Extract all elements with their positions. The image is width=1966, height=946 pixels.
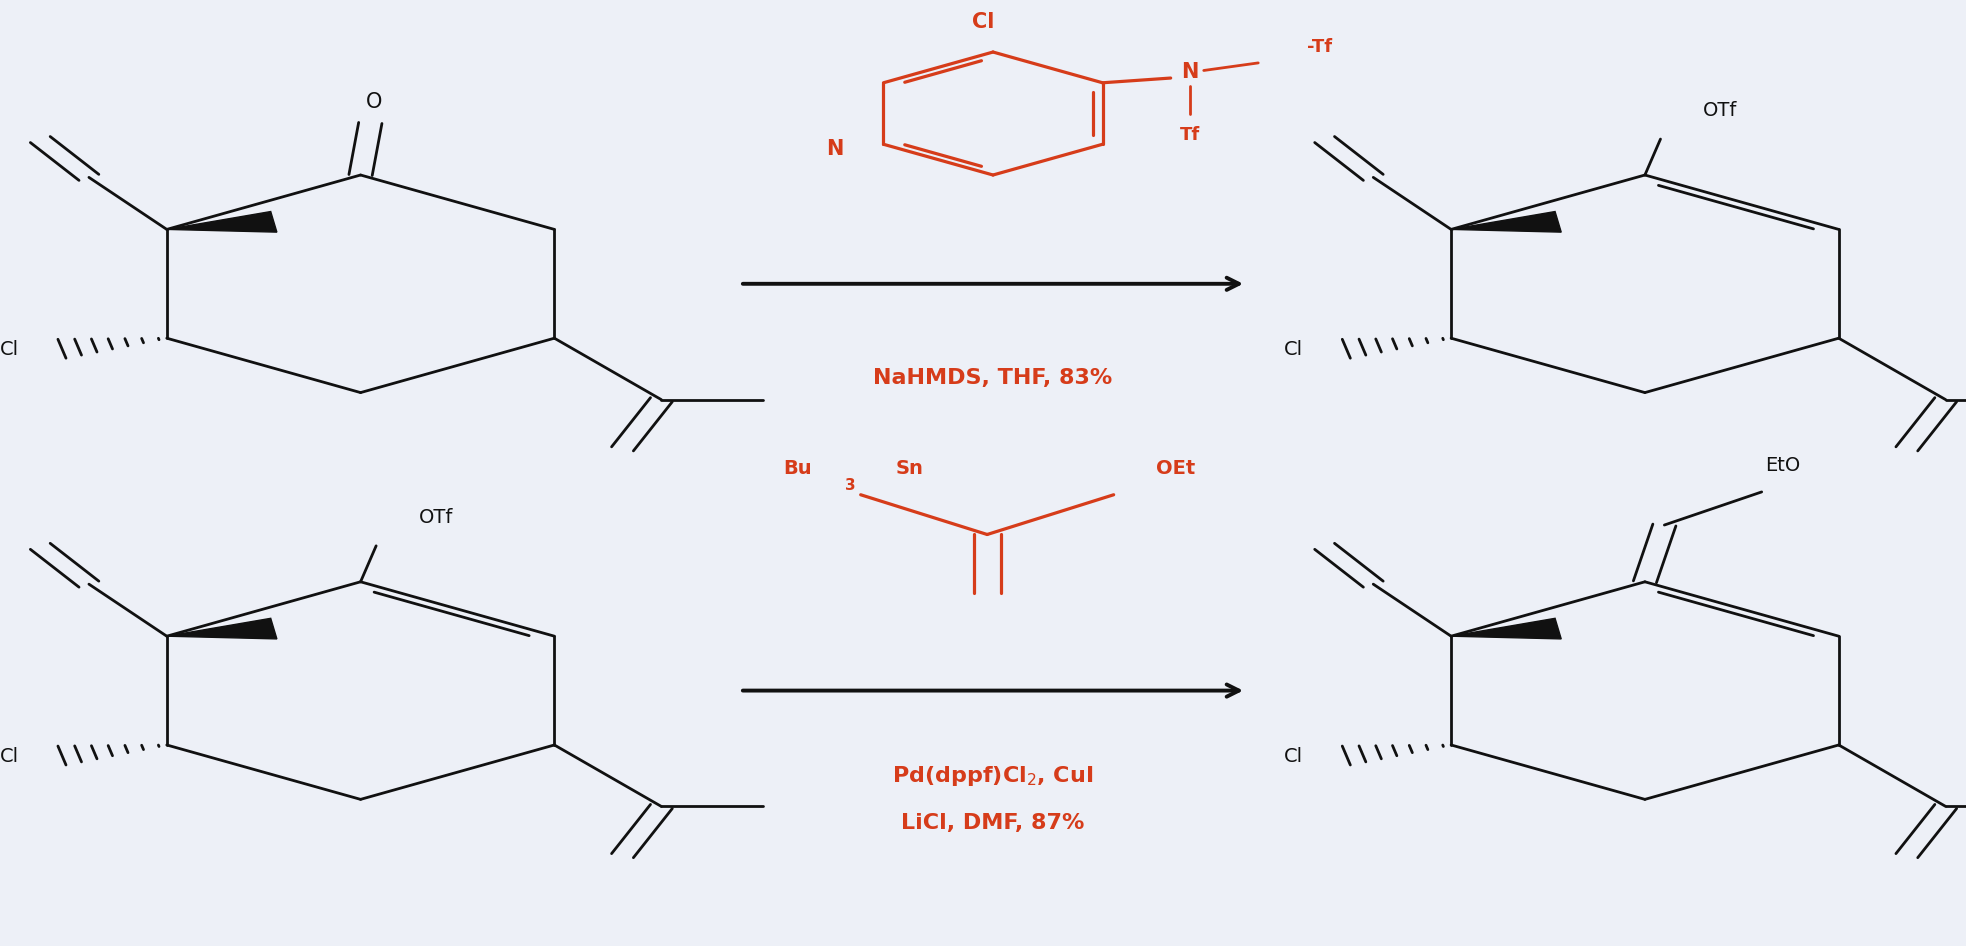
Polygon shape: [1451, 619, 1561, 639]
Text: -Tf: -Tf: [1307, 38, 1333, 56]
Text: Cl: Cl: [0, 746, 20, 766]
Text: Cl: Cl: [0, 340, 20, 359]
Text: Bu: Bu: [782, 459, 812, 478]
Text: N: N: [1182, 62, 1199, 82]
Polygon shape: [167, 212, 277, 232]
Text: OTf: OTf: [1703, 101, 1738, 120]
Text: Cl: Cl: [1284, 340, 1303, 359]
Text: N: N: [826, 139, 843, 159]
Text: O: O: [366, 92, 381, 113]
Text: NaHMDS, THF, 83%: NaHMDS, THF, 83%: [873, 368, 1113, 389]
Text: Pd(dppf)Cl$_2$, CuI: Pd(dppf)Cl$_2$, CuI: [893, 763, 1093, 788]
Polygon shape: [1451, 212, 1561, 232]
Text: Cl: Cl: [1284, 746, 1303, 766]
Text: 3: 3: [845, 478, 855, 493]
Text: OTf: OTf: [419, 508, 454, 527]
Text: Sn: Sn: [896, 459, 924, 478]
Polygon shape: [167, 619, 277, 639]
Text: Cl: Cl: [971, 11, 995, 32]
Text: EtO: EtO: [1765, 456, 1801, 475]
Text: OEt: OEt: [1156, 459, 1195, 478]
Text: LiCl, DMF, 87%: LiCl, DMF, 87%: [900, 813, 1085, 833]
Text: Tf: Tf: [1180, 126, 1201, 144]
